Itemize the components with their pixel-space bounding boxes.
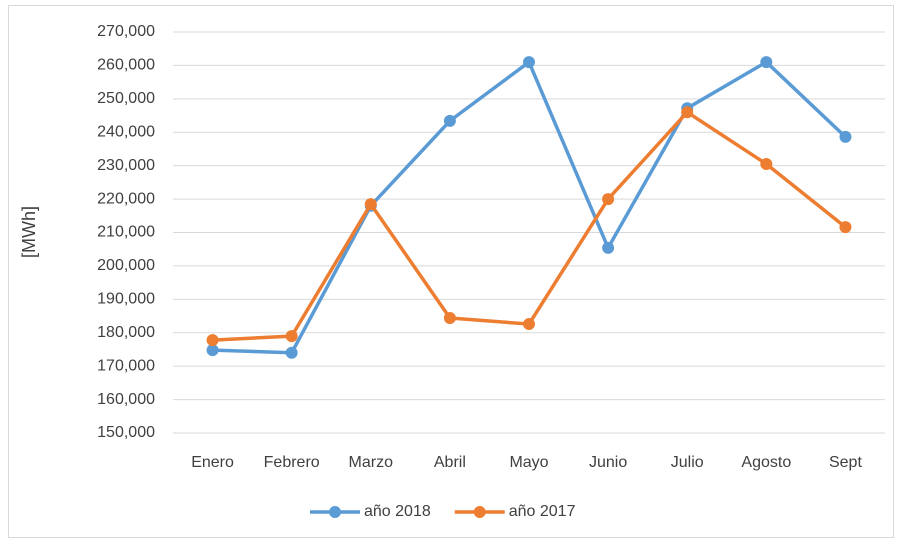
x-tick-label: Marzo xyxy=(349,454,394,471)
x-tick-label: Abril xyxy=(434,454,466,471)
y-tick-label: 240,000 xyxy=(97,123,155,140)
y-tick-label: 250,000 xyxy=(97,90,155,107)
chart-frame xyxy=(8,5,894,538)
x-tick-label: Febrero xyxy=(264,454,320,471)
y-tick-label: 180,000 xyxy=(97,324,155,341)
x-tick-label: Sept xyxy=(829,454,862,471)
legend-label: año 2018 xyxy=(364,503,431,520)
y-tick-label: 220,000 xyxy=(97,190,155,207)
data-point xyxy=(364,198,377,211)
y-tick-label: 190,000 xyxy=(97,291,155,308)
data-point xyxy=(523,318,535,331)
data-point xyxy=(285,346,298,359)
data-point xyxy=(602,241,615,254)
data-point xyxy=(681,106,694,119)
data-point xyxy=(206,334,219,347)
y-tick-label: 170,000 xyxy=(97,357,155,374)
data-point xyxy=(839,130,852,143)
legend-label: año 2017 xyxy=(509,503,576,520)
x-tick-label: Mayo xyxy=(509,454,548,471)
y-tick-label: 160,000 xyxy=(97,391,155,408)
data-point xyxy=(839,221,852,234)
y-tick-label: 260,000 xyxy=(97,57,155,74)
y-axis-label: [MWh] xyxy=(19,206,39,258)
data-point xyxy=(760,157,773,170)
y-tick-label: 270,000 xyxy=(97,23,155,40)
y-tick-label: 210,000 xyxy=(97,224,155,241)
data-point xyxy=(760,56,773,69)
y-tick-label: 150,000 xyxy=(97,424,155,441)
data-point xyxy=(602,193,615,206)
x-tick-label: Julio xyxy=(671,454,704,471)
data-point xyxy=(523,56,535,69)
y-tick-label: 200,000 xyxy=(97,257,155,274)
data-point xyxy=(443,312,456,325)
legend-marker xyxy=(473,506,486,518)
y-tick-label: 230,000 xyxy=(97,157,155,174)
data-point xyxy=(443,114,456,127)
data-point xyxy=(285,330,298,343)
data-point xyxy=(206,344,219,357)
x-tick-label: Agosto xyxy=(741,454,791,471)
x-tick-label: Junio xyxy=(589,454,627,471)
legend-marker xyxy=(329,506,341,518)
x-tick-label: Enero xyxy=(191,454,234,471)
